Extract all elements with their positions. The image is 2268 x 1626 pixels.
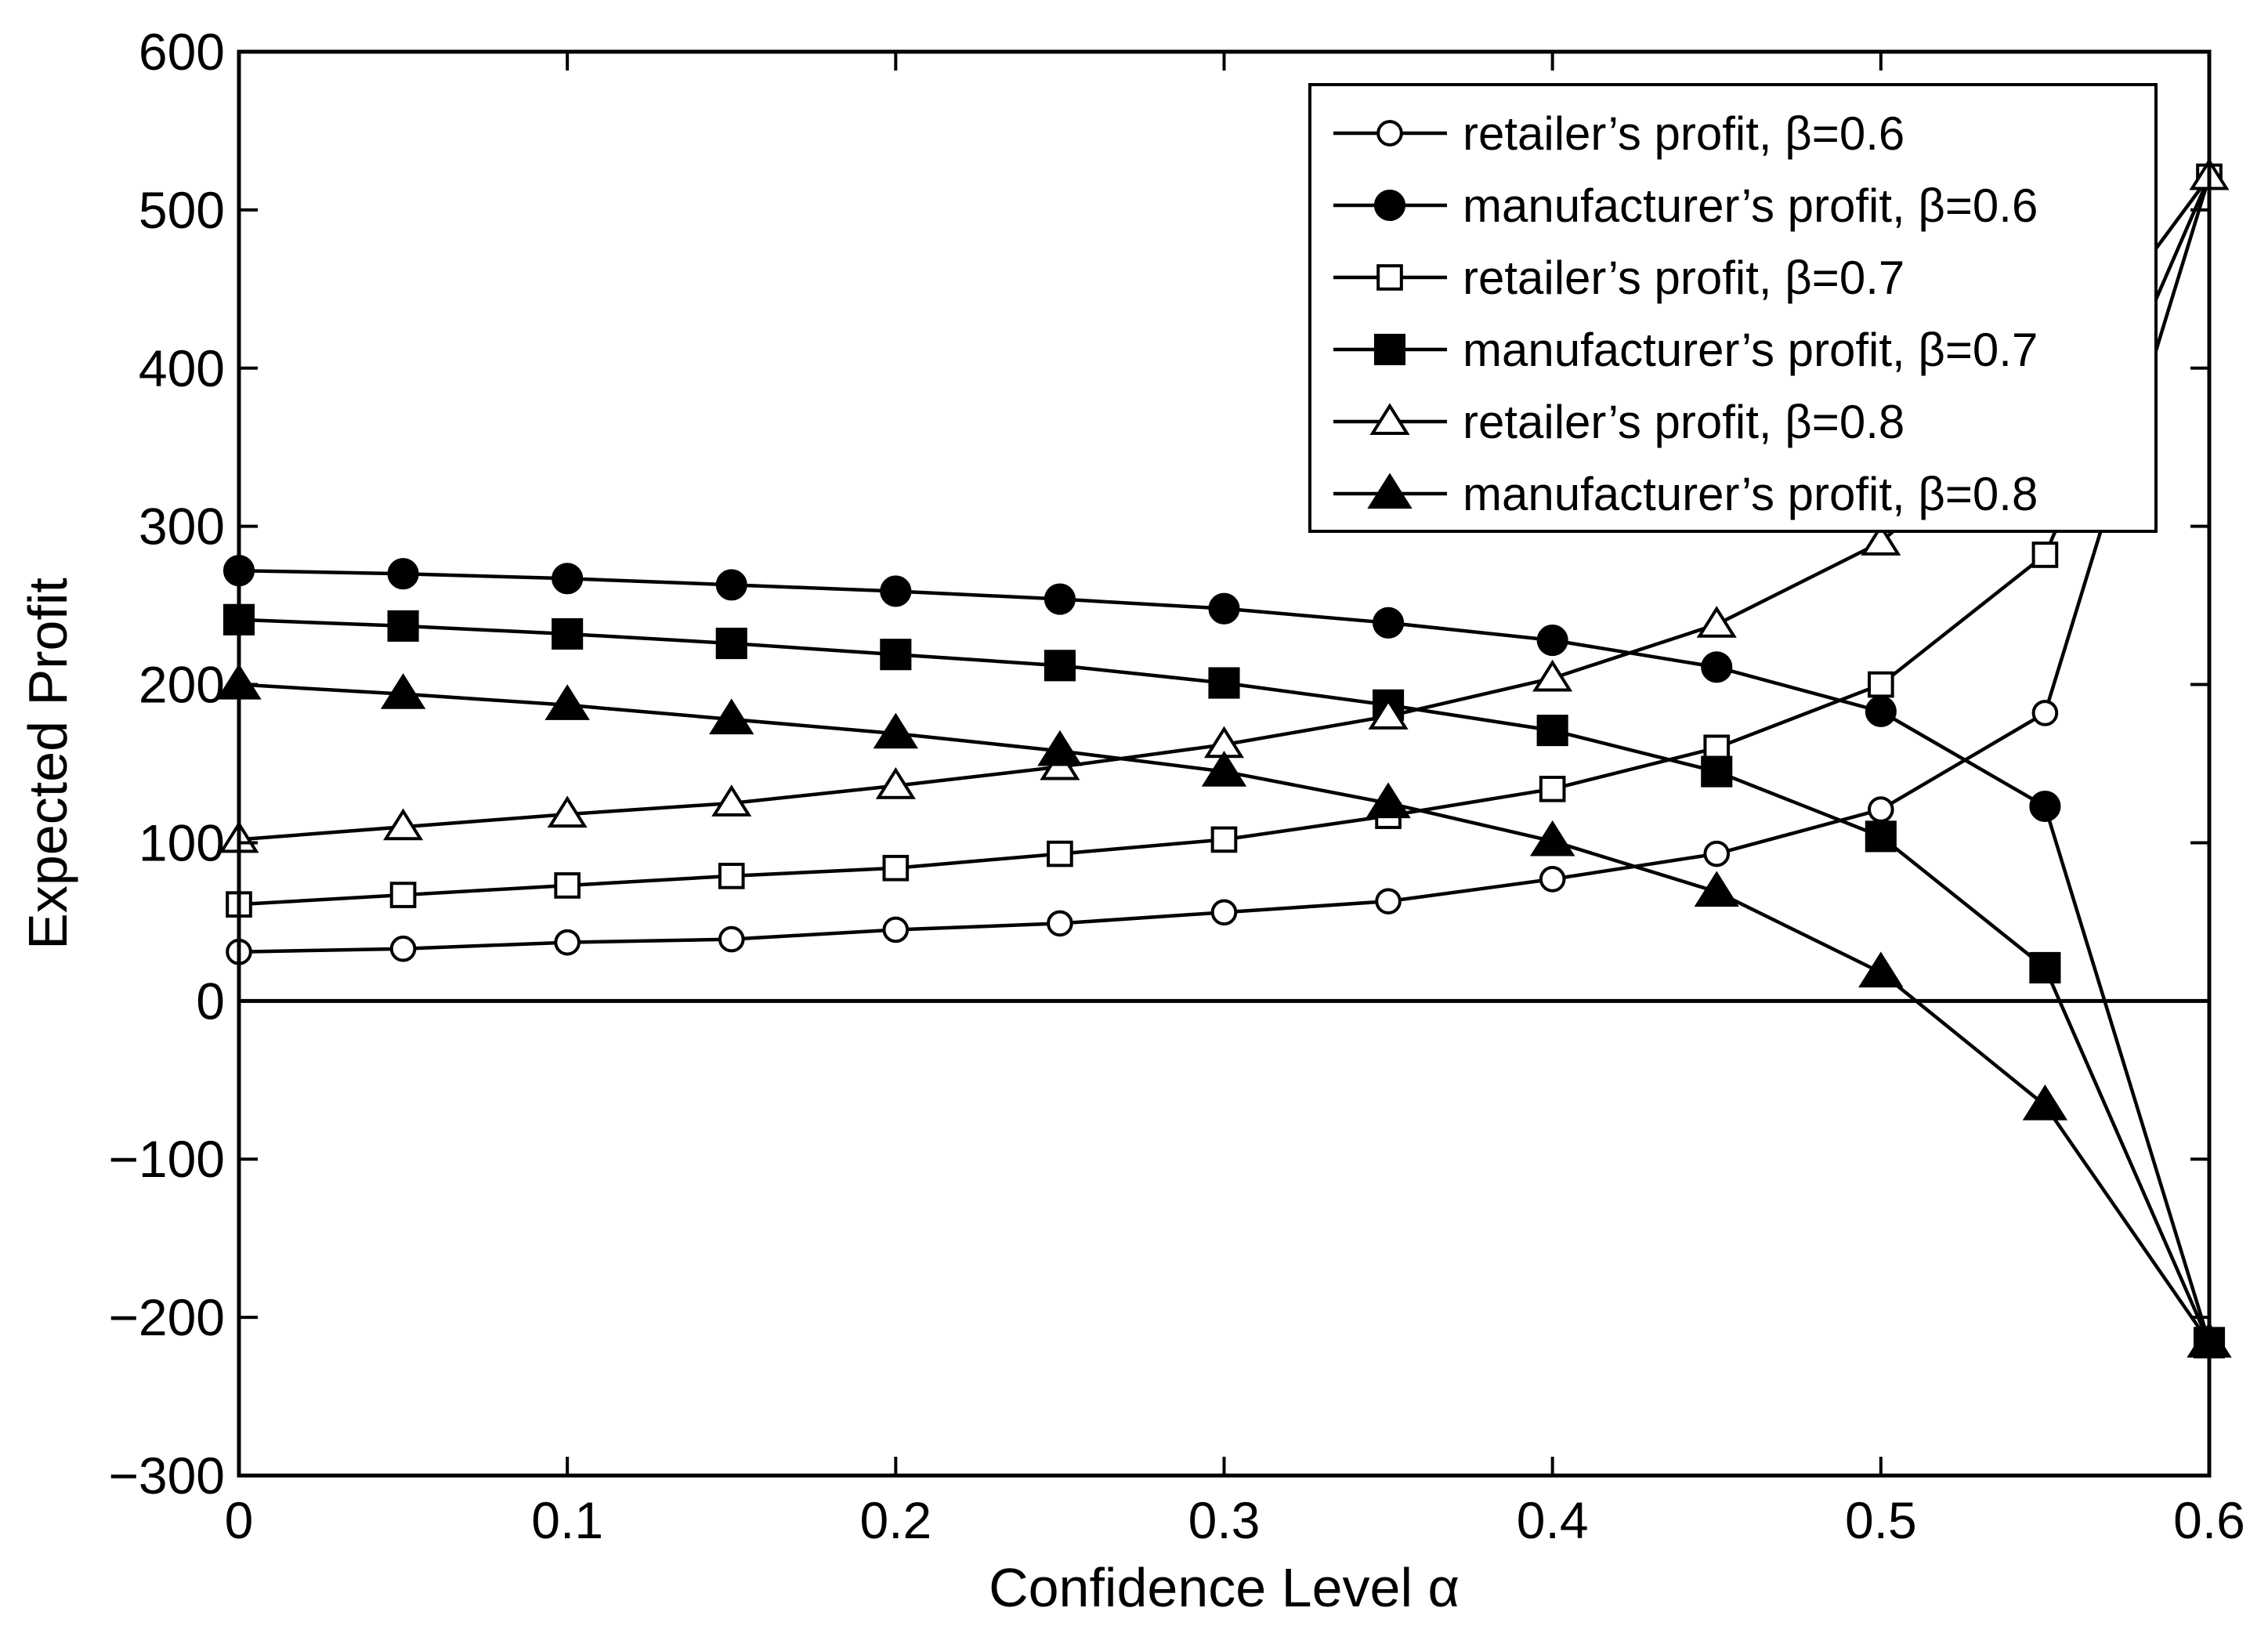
legend-box <box>1308 83 2158 533</box>
data-point-s2-2 <box>552 563 584 595</box>
y-tick-label: −300 <box>108 1447 225 1505</box>
data-point-s4-6 <box>1208 667 1240 699</box>
data-point-s1-6 <box>1210 899 1238 926</box>
x-tick-label: 0 <box>225 1491 254 1549</box>
y-tick-label: 600 <box>139 23 225 81</box>
data-point-s4-9 <box>1701 755 1733 788</box>
data-point-s5-8 <box>1532 659 1573 692</box>
legend-marker-4 <box>1373 333 1406 366</box>
data-point-s1-7 <box>1375 888 1402 914</box>
data-point-s2-9 <box>1701 651 1733 683</box>
legend-label-3: retailer’s profit, β=0.7 <box>1463 252 1904 304</box>
data-point-s6-6 <box>1201 751 1247 787</box>
legend-label-1: retailer’s profit, β=0.6 <box>1463 107 1904 160</box>
data-point-s3-2 <box>554 872 581 899</box>
plot-area <box>216 158 2232 1359</box>
data-point-s1-4 <box>882 916 910 943</box>
data-point-s4-11 <box>2029 951 2061 983</box>
data-point-s5-10 <box>1861 523 1901 556</box>
data-point-s5-3 <box>711 784 752 817</box>
data-point-s3-11 <box>2031 541 2059 568</box>
data-point-s2-3 <box>715 569 747 601</box>
data-point-s1-8 <box>1539 866 1566 893</box>
data-point-s2-10 <box>1865 695 1897 727</box>
data-point-s6-10 <box>1858 951 1904 988</box>
data-point-s2-11 <box>2029 790 2061 823</box>
data-point-s1-5 <box>1047 910 1073 937</box>
data-point-s2-6 <box>1208 592 1240 625</box>
x-tick-label: 0.3 <box>1188 1491 1261 1549</box>
data-point-s1-10 <box>1868 796 1894 823</box>
data-point-s1-1 <box>389 935 417 962</box>
data-point-s3-4 <box>882 854 910 882</box>
data-point-s3-5 <box>1047 840 1073 867</box>
x-tick-label: 0.4 <box>1517 1491 1589 1549</box>
x-axis-title: Confidence Level α <box>989 1557 1460 1618</box>
data-point-s1-9 <box>1703 840 1731 867</box>
y-tick-label: 200 <box>139 656 225 714</box>
data-point-s3-1 <box>389 882 417 908</box>
data-point-s6-3 <box>709 698 754 735</box>
data-point-s6-5 <box>1037 730 1083 766</box>
data-point-s5-2 <box>547 795 588 828</box>
data-point-s6-1 <box>380 673 426 709</box>
y-tick-label: 300 <box>139 498 225 556</box>
data-point-s1-2 <box>554 929 581 956</box>
axes: 0 0.1 0.2 0.3 0.4 0.5 0.6 −300 −200 −100 0 100 200 30… <box>108 23 2245 1549</box>
y-tick-label: −200 <box>108 1288 225 1346</box>
data-point-s2-4 <box>880 575 912 607</box>
data-point-s6-4 <box>873 712 919 749</box>
data-point-s2-5 <box>1044 583 1076 615</box>
legend-marker-5 <box>1369 403 1410 435</box>
data-point-s4-1 <box>387 610 419 642</box>
y-axis-title: Expected Profit <box>17 578 78 950</box>
data-point-s6-9 <box>1694 871 1739 907</box>
data-point-s3-3 <box>718 863 745 889</box>
data-point-s6-11 <box>2022 1085 2068 1121</box>
data-point-s3-10 <box>1868 671 1894 698</box>
legend-label-2: manufacturer’s profit, β=0.6 <box>1463 179 2038 232</box>
x-tick-label: 0.6 <box>2173 1491 2245 1549</box>
data-point-s6-7 <box>1366 782 1411 819</box>
data-point-s3-9 <box>1703 734 1731 762</box>
legend: retailer’s profit, β=0.6 manufacturer’s p… <box>1308 83 2158 533</box>
data-point-s6-8 <box>1529 820 1575 856</box>
y-tick-label: 100 <box>139 813 225 871</box>
legend-marker-2 <box>1373 189 1406 222</box>
data-point-s5-7 <box>1368 697 1409 730</box>
legend-marker-1 <box>1376 120 1403 147</box>
legend-marker-3 <box>1376 264 1403 291</box>
y-tick-label: 400 <box>139 339 225 397</box>
data-point-s3-8 <box>1539 775 1566 802</box>
data-point-s1-3 <box>718 925 745 953</box>
data-point-s4-2 <box>552 617 584 650</box>
data-point-s3-6 <box>1210 826 1238 853</box>
y-tick-label: 500 <box>139 181 225 239</box>
data-point-s5-4 <box>875 767 916 799</box>
data-point-s4-10 <box>1865 820 1897 853</box>
data-point-s4-3 <box>715 628 747 660</box>
y-tick-label: −100 <box>108 1130 225 1188</box>
data-point-s6-2 <box>544 684 590 720</box>
legend-label-4: manufacturer’s profit, β=0.7 <box>1463 324 2038 376</box>
data-point-s1-11 <box>2031 700 2059 726</box>
y-tick-label: 0 <box>196 972 225 1030</box>
legend-label-6: manufacturer’s profit, β=0.8 <box>1463 468 2038 520</box>
data-point-s4-8 <box>1536 715 1568 747</box>
x-tick-label: 0.5 <box>1845 1491 1917 1549</box>
data-point-s5-9 <box>1696 606 1737 638</box>
data-point-s2-1 <box>387 558 419 590</box>
x-tick-label: 0.2 <box>859 1491 931 1549</box>
data-point-s4-4 <box>880 639 912 671</box>
x-tick-label: 0.1 <box>531 1491 603 1549</box>
data-point-s2-7 <box>1373 607 1405 639</box>
legend-label-5: retailer’s profit, β=0.8 <box>1463 396 1904 448</box>
legend-marker-6 <box>1367 473 1413 509</box>
data-point-s2-8 <box>1536 624 1568 657</box>
data-point-s4-5 <box>1044 650 1076 682</box>
data-point-s5-1 <box>383 808 424 841</box>
